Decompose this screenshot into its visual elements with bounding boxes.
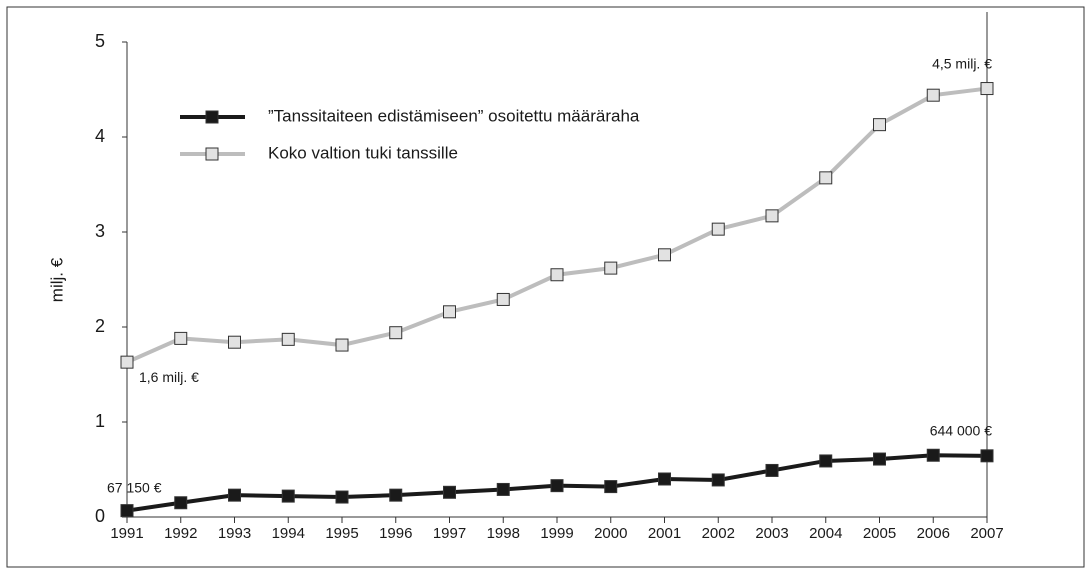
y-tick-label: 0 xyxy=(95,506,105,526)
marker xyxy=(174,331,188,345)
legend-label: ”Tanssitaiteen edistämiseen” osoitettu m… xyxy=(268,106,640,125)
marker xyxy=(980,449,994,463)
x-tick-label: 1996 xyxy=(379,525,412,542)
y-axis-label: milj. € xyxy=(47,257,66,302)
marker xyxy=(389,488,403,502)
marker xyxy=(281,489,295,503)
legend-marker xyxy=(205,110,219,124)
marker xyxy=(658,472,671,486)
y-tick-label: 5 xyxy=(95,31,105,51)
x-tick-label: 2005 xyxy=(863,525,896,542)
marker xyxy=(335,490,349,504)
x-tick-label: 1998 xyxy=(487,525,520,542)
x-tick-label: 1997 xyxy=(433,525,466,542)
x-tick-label: 1999 xyxy=(540,525,573,542)
y-tick-label: 1 xyxy=(95,411,105,431)
marker xyxy=(335,338,349,352)
series-line xyxy=(126,86,988,364)
marker xyxy=(120,504,134,518)
x-tick-label: 1993 xyxy=(218,525,251,542)
value-label: 4,5 milj. € xyxy=(932,55,992,71)
value-label: 1,6 milj. € xyxy=(139,369,199,385)
x-tick-label: 1994 xyxy=(272,525,305,542)
marker xyxy=(174,496,188,510)
marker xyxy=(496,292,510,306)
marker xyxy=(765,209,779,223)
marker xyxy=(281,332,295,346)
marker xyxy=(443,305,456,319)
legend-marker xyxy=(205,147,219,161)
marker xyxy=(120,355,134,369)
marker xyxy=(873,452,886,466)
marker xyxy=(926,88,940,102)
marker xyxy=(711,222,725,236)
y-tick-label: 2 xyxy=(95,316,105,336)
x-tick-label: 2003 xyxy=(755,525,788,542)
marker xyxy=(228,488,241,502)
x-tick-label: 1995 xyxy=(325,525,358,542)
marker xyxy=(496,482,510,496)
value-label: 644 000 € xyxy=(930,423,992,439)
marker xyxy=(819,454,833,468)
marker xyxy=(389,326,403,340)
x-tick-label: 2002 xyxy=(702,525,735,542)
x-tick-label: 1992 xyxy=(164,525,197,542)
x-tick-label: 2006 xyxy=(917,525,950,542)
marker xyxy=(604,480,618,494)
y-tick-label: 4 xyxy=(95,126,105,146)
marker xyxy=(765,463,779,477)
marker xyxy=(711,473,725,487)
marker xyxy=(926,448,940,462)
legend-label: Koko valtion tuki tanssille xyxy=(268,143,458,162)
marker xyxy=(443,485,456,499)
marker xyxy=(604,261,618,275)
x-tick-label: 2001 xyxy=(648,525,681,542)
x-tick-label: 1991 xyxy=(110,525,143,542)
x-tick-label: 2007 xyxy=(970,525,1003,542)
marker xyxy=(550,268,564,282)
marker xyxy=(658,248,671,262)
value-label: 67 150 € xyxy=(107,479,162,495)
x-tick-label: 2004 xyxy=(809,525,842,542)
marker xyxy=(228,335,241,349)
frame xyxy=(6,6,1085,568)
marker xyxy=(819,171,833,185)
marker xyxy=(873,118,886,132)
y-tick-label: 3 xyxy=(95,221,105,241)
marker xyxy=(550,479,564,493)
marker xyxy=(980,82,994,96)
x-tick-label: 2000 xyxy=(594,525,627,542)
